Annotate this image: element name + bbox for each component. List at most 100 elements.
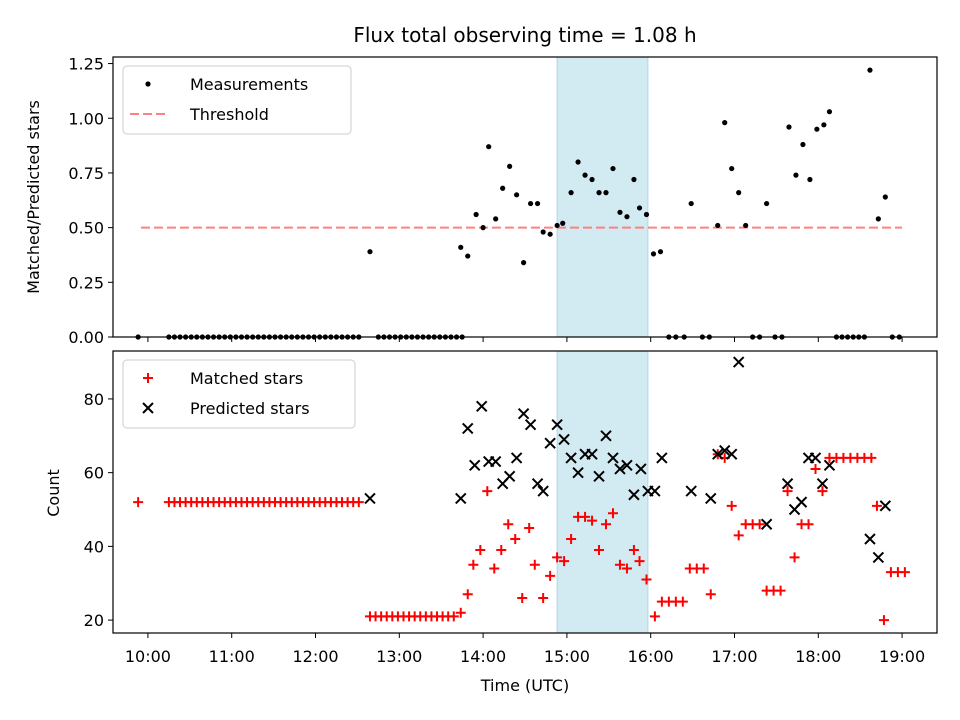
bottom-y-tick-label: 80: [84, 390, 104, 409]
matched-point: [607, 508, 618, 519]
matched-point: [634, 556, 645, 567]
matched-point: [462, 589, 473, 600]
measurement-point: [882, 194, 888, 200]
measurement-point: [807, 176, 813, 183]
measurement-point: [603, 190, 609, 196]
measurement-point: [743, 222, 749, 229]
top-y-tick-label: 0.50: [68, 219, 104, 238]
predicted-point: [558, 433, 570, 446]
bottom-y-tick-label: 40: [84, 537, 104, 556]
predicted-point: [685, 485, 697, 497]
matched-point: [628, 545, 639, 556]
measurement-point: [729, 165, 735, 172]
legend-label: Threshold: [189, 105, 269, 124]
measurement-point: [521, 260, 527, 266]
measurement-point: [514, 192, 520, 198]
measurement-point: [500, 185, 506, 191]
matched-point: [468, 559, 479, 570]
measurement-point: [875, 216, 881, 222]
bottom-legend-box: [122, 359, 356, 429]
measurement-point: [688, 200, 694, 207]
measurement-point: [814, 126, 820, 132]
predicted-point: [732, 356, 745, 368]
matched-point: [641, 574, 652, 585]
matched-point: [817, 486, 828, 497]
predicted-point: [635, 463, 647, 475]
measurement-point: [786, 124, 792, 130]
matched-point: [614, 559, 625, 570]
measurement-point: [867, 67, 873, 73]
measurement-point: [473, 211, 479, 218]
measurement-point: [458, 244, 464, 250]
measurement-point: [582, 172, 588, 178]
measurement-point: [560, 220, 566, 226]
measurement-point: [636, 205, 643, 211]
predicted-point: [469, 459, 481, 471]
measurement-point: [821, 122, 827, 128]
measurement-point: [507, 163, 513, 169]
predicted-point: [705, 492, 717, 505]
predicted-point: [565, 452, 577, 464]
predicted-point: [864, 533, 876, 545]
measurement-point: [650, 251, 657, 257]
predicted-point: [455, 492, 467, 505]
predicted-point: [593, 470, 605, 483]
measurement-point: [596, 190, 602, 196]
predicted-point: [364, 492, 376, 505]
matched-point: [353, 497, 364, 508]
predicted-point: [872, 551, 885, 564]
matched-point: [503, 519, 514, 530]
predicted-point: [551, 419, 563, 431]
matched-point: [524, 522, 535, 533]
matched-point: [133, 497, 144, 508]
predicted-point: [607, 452, 619, 464]
matched-point: [601, 519, 612, 530]
bottom-highlight-span: [556, 350, 649, 634]
legend-x-marker: [142, 402, 154, 414]
predicted-point: [656, 452, 668, 464]
x-tick-label: 10:00: [125, 647, 171, 666]
matched-point: [677, 596, 688, 607]
top-y-tick-label: 1.25: [68, 55, 104, 74]
measurement-point: [617, 209, 623, 215]
predicted-point: [489, 455, 502, 468]
matched-point: [587, 515, 598, 526]
series-matched-stars: [133, 449, 910, 626]
measurement-point: [793, 172, 799, 178]
predicted-point: [621, 459, 633, 471]
matched-point: [482, 486, 493, 497]
predicted-point: [586, 448, 598, 460]
predicted-point: [781, 477, 794, 490]
matched-point: [871, 500, 882, 511]
matched-point: [705, 589, 716, 600]
matched-point: [594, 545, 605, 556]
top-y-tick-label: 0.25: [68, 273, 104, 292]
matched-point: [529, 559, 540, 570]
top-y-tick-label: 0.00: [68, 328, 104, 347]
x-tick-label: 14:00: [460, 647, 506, 666]
top-legend-box: [122, 65, 352, 135]
measurement-point: [486, 144, 492, 150]
matched-point: [775, 585, 786, 596]
x-tick-label: 12:00: [292, 647, 338, 666]
matched-point: [789, 552, 800, 563]
series-predicted-stars: [364, 356, 892, 564]
predicted-point: [572, 466, 584, 479]
measurement-point: [764, 200, 770, 207]
bottom-y-tick-label: 20: [84, 611, 104, 630]
measurement-point: [657, 249, 664, 255]
matched-point: [475, 545, 486, 556]
legend-plus-marker: [143, 373, 153, 383]
measurement-point: [534, 200, 541, 207]
measurement-point: [826, 109, 833, 115]
measurement-point: [480, 225, 486, 231]
matched-point: [649, 611, 660, 622]
predicted-point: [462, 422, 474, 435]
bottom-y-axis-label: Count: [44, 469, 63, 517]
matched-point: [489, 563, 500, 574]
matched-point: [782, 486, 793, 497]
measurement-point: [610, 165, 616, 172]
measurement-point: [367, 249, 373, 255]
matched-point: [517, 592, 528, 603]
